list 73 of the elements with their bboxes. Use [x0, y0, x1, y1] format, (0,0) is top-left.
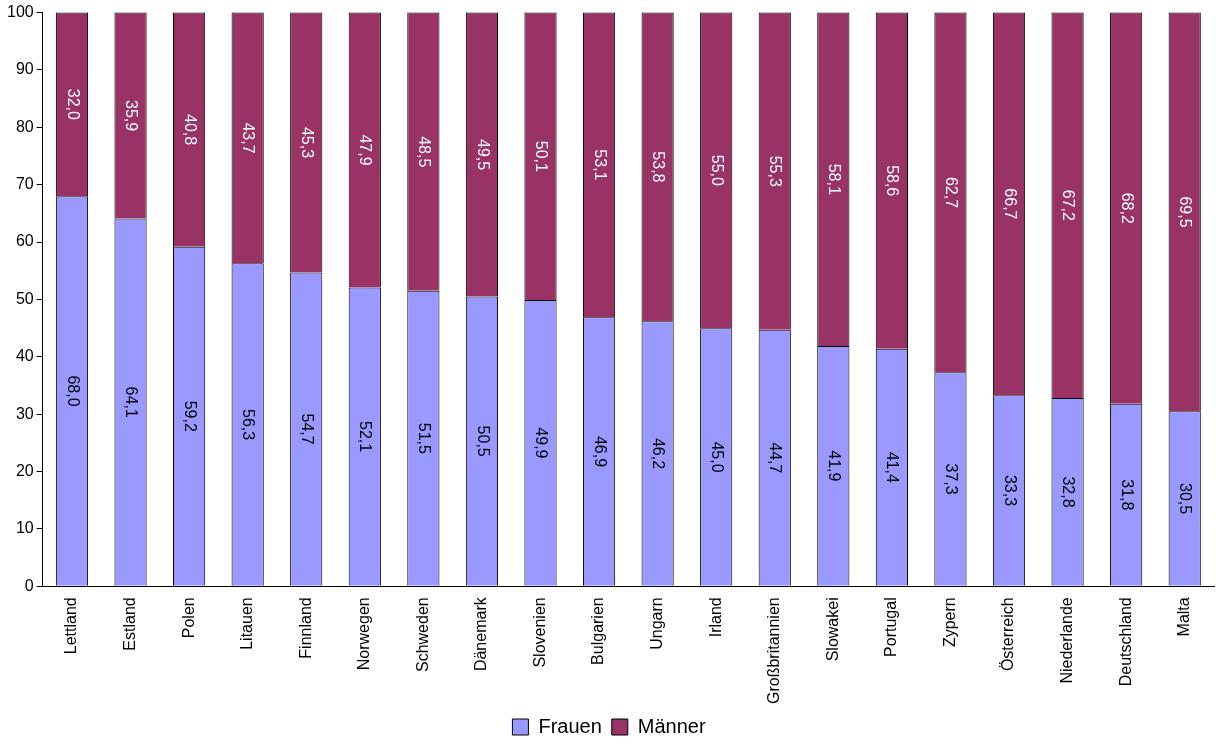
- y-tick-label: 30: [15, 404, 34, 422]
- data-label: 31,8: [1118, 479, 1136, 511]
- legend-label: Frauen: [538, 714, 602, 737]
- data-label: 58,6: [884, 165, 902, 197]
- data-label: 53,1: [591, 149, 609, 181]
- data-label: 66,7: [1001, 188, 1019, 220]
- x-tick-label: Schweden: [413, 597, 431, 672]
- data-label: 69,5: [1177, 196, 1195, 228]
- data-label: 68,0: [64, 375, 82, 407]
- data-label: 41,9: [825, 450, 843, 482]
- data-label: 68,2: [1118, 192, 1136, 224]
- data-label: 46,2: [650, 437, 668, 470]
- x-tick-label: Litauen: [238, 597, 256, 650]
- y-tick-label: 20: [15, 461, 34, 479]
- data-label: 37,3: [943, 463, 961, 495]
- data-label: 56,3: [240, 408, 258, 441]
- data-label: 49,9: [533, 427, 551, 459]
- x-tick-label: Dänemark: [472, 596, 490, 672]
- data-label: 55,3: [767, 155, 785, 187]
- x-tick-label: Bulgarien: [589, 597, 607, 665]
- y-tick-label: 0: [24, 576, 34, 594]
- y-tick-label: 40: [15, 347, 34, 365]
- data-label: 64,1: [123, 386, 141, 418]
- data-label: 44,7: [767, 442, 785, 474]
- data-label: 30,5: [1177, 482, 1195, 515]
- x-tick-label: Irland: [706, 597, 724, 638]
- x-tick-label: Norwegen: [355, 597, 373, 671]
- x-tick-label: Großbritannien: [765, 597, 783, 704]
- data-label: 54,7: [298, 413, 316, 445]
- data-label: 48,5: [415, 136, 433, 168]
- x-tick-label: Portugal: [882, 597, 900, 657]
- x-tick-label: Estland: [120, 597, 138, 651]
- y-tick-label: 100: [6, 3, 34, 21]
- data-label: 40,8: [181, 114, 199, 146]
- x-tick-label: Polen: [179, 597, 197, 639]
- x-tick-label: Österreich: [999, 597, 1017, 672]
- data-label: 52,1: [357, 421, 375, 453]
- legend-label: Männer: [637, 714, 706, 737]
- x-tick-label: Slowakei: [823, 597, 841, 662]
- data-label: 55,0: [708, 154, 726, 187]
- y-tick-label: 80: [15, 117, 34, 135]
- x-tick-label: Deutschland: [1116, 597, 1134, 687]
- x-tick-label: Lettland: [62, 597, 80, 655]
- x-tick-label: Finnland: [296, 597, 314, 659]
- data-label: 62,7: [943, 176, 961, 209]
- y-tick-label: 70: [15, 175, 34, 193]
- data-label: 50,5: [474, 425, 492, 457]
- data-label: 50,1: [533, 140, 551, 172]
- x-tick-label: Zypern: [940, 597, 958, 648]
- data-label: 45,0: [708, 441, 726, 473]
- y-tick-label: 50: [15, 289, 34, 307]
- data-label: 59,2: [181, 400, 199, 432]
- x-tick-label: Ungarn: [648, 597, 666, 650]
- data-label: 47,9: [357, 134, 375, 166]
- data-label: 51,5: [415, 422, 433, 454]
- data-label: 43,7: [240, 122, 258, 154]
- data-label: 33,3: [1001, 474, 1019, 507]
- data-label: 35,9: [123, 100, 141, 132]
- x-tick-label: Malta: [1175, 597, 1193, 637]
- data-label: 49,5: [474, 139, 492, 171]
- data-label: 53,8: [650, 151, 668, 183]
- y-tick-label: 60: [15, 232, 34, 250]
- data-label: 46,9: [591, 435, 609, 468]
- data-label: 32,8: [1060, 476, 1078, 508]
- data-label: 32,0: [64, 88, 82, 121]
- data-label: 45,3: [298, 126, 316, 159]
- y-tick-label: 90: [15, 60, 34, 78]
- y-tick-label: 10: [15, 519, 34, 537]
- x-tick-label: Niederlande: [1057, 597, 1075, 684]
- data-label: 67,2: [1060, 189, 1078, 222]
- x-tick-label: Slovenien: [530, 597, 548, 668]
- data-label: 58,1: [825, 163, 843, 195]
- data-label: 41,4: [884, 451, 902, 483]
